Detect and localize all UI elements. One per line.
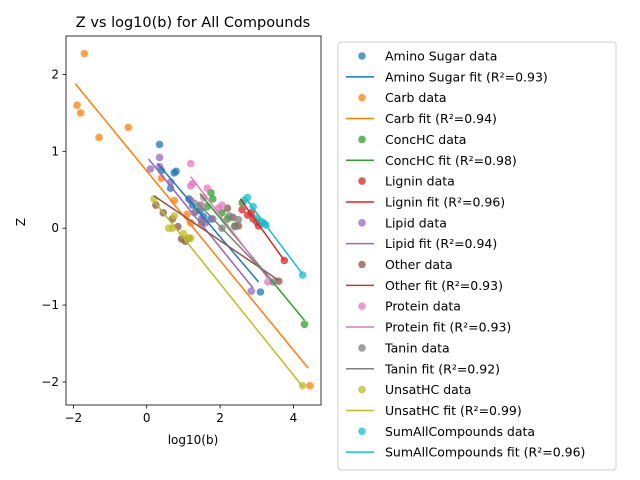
chart-title: Z vs log10(b) for All Compounds: [76, 15, 310, 31]
fit-line-0: [157, 163, 260, 283]
data-point: [172, 167, 180, 176]
x-tick-label: 4: [290, 411, 298, 425]
fit-line-4: [147, 158, 254, 289]
legend-entry-fit: Protein fit (R²=0.93): [385, 320, 511, 335]
legend-entry-data: Tanin data: [384, 340, 450, 355]
y-tick-label: −2: [41, 375, 59, 389]
data-point: [186, 219, 195, 227]
legend-marker: [358, 260, 366, 269]
legend-entry-fit: Carb fit (R²=0.94): [385, 111, 497, 126]
data-point: [95, 133, 103, 142]
y-tick-label: −1: [41, 298, 59, 312]
legend-marker: [358, 93, 366, 102]
legend-marker: [358, 302, 366, 311]
legend-entry-data: Carb data: [385, 90, 447, 105]
legend-entry-fit: UnsatHC fit (R²=0.99): [385, 403, 522, 418]
legend: Amino Sugar data Amino Sugar fit (R²=0.93…: [337, 41, 617, 471]
legend-entry-fit: Amino Sugar fit (R²=0.93): [385, 69, 548, 84]
legend-marker: [358, 385, 366, 394]
series-1-points: [73, 49, 314, 390]
x-tick-label: 0: [143, 411, 151, 425]
data-point: [208, 195, 217, 203]
data-point: [80, 49, 89, 58]
data-point: [124, 123, 133, 132]
legend-entry-data: Protein data: [385, 299, 461, 314]
data-point: [155, 153, 164, 162]
data-point: [225, 212, 234, 220]
data-point: [256, 288, 265, 296]
legend-entry-fit: Lignin fit (R²=0.96): [385, 194, 505, 209]
data-point: [264, 278, 272, 286]
data-point: [230, 222, 239, 231]
x-tick-label: 2: [216, 411, 224, 425]
data-point: [186, 159, 195, 168]
fit-line-9: [243, 195, 304, 275]
data-point: [234, 215, 243, 224]
data-point: [238, 205, 246, 214]
data-point: [306, 381, 314, 390]
legend-entry-data: Lipid data: [385, 215, 447, 230]
plot-marks: [73, 49, 314, 390]
y-axis-label: Z: [14, 218, 28, 226]
legend-frame: [337, 41, 617, 471]
data-point: [155, 140, 164, 149]
legend-marker: [358, 427, 366, 436]
legend-marker: [358, 344, 366, 352]
data-point: [186, 182, 195, 190]
legend-entry-data: SumAllCompounds data: [385, 424, 535, 439]
legend-marker: [358, 177, 366, 185]
fit-line-6: [190, 176, 269, 279]
series-8-points: [150, 195, 307, 390]
y-tick-label: 0: [51, 221, 59, 235]
data-point: [192, 207, 201, 216]
legend-entry-data: Lignin data: [385, 174, 455, 189]
data-point: [298, 271, 307, 279]
data-point: [300, 320, 309, 329]
legend-marker: [358, 219, 366, 227]
data-point: [76, 109, 85, 117]
legend-entry-fit: ConcHC fit (R²=0.98): [385, 153, 517, 168]
data-point: [73, 101, 81, 109]
legend-entry-fit: SumAllCompounds fit (R²=0.96): [385, 445, 585, 460]
plot-area: −2 0 2 4 −2 −1 0 1 2: [41, 35, 322, 425]
data-point: [247, 287, 256, 296]
legend-marker: [358, 135, 366, 144]
legend-entry-fit: Tanin fit (R²=0.92): [384, 361, 500, 376]
legend-entry-data: ConcHC data: [385, 132, 466, 147]
data-point: [186, 234, 195, 242]
legend-entry-data: UnsatHC data: [385, 382, 471, 397]
fit-line-7: [193, 199, 276, 285]
y-tick-label: 1: [51, 144, 59, 158]
series-9-points: [240, 193, 307, 279]
data-point: [170, 212, 179, 220]
fit-line-1: [74, 83, 309, 369]
legend-entry-data: Amino Sugar data: [385, 49, 497, 64]
legend-entry-fit: Lipid fit (R²=0.94): [385, 236, 497, 251]
axes-frame: [65, 35, 322, 406]
legend-entry-data: Other data: [385, 257, 453, 272]
x-tick-label: −2: [64, 411, 82, 425]
data-point: [203, 184, 212, 193]
fit-line-3: [239, 198, 285, 261]
fit-line-8: [153, 200, 304, 388]
legend-marker: [358, 52, 366, 60]
data-point: [197, 218, 206, 226]
data-point: [166, 184, 175, 193]
data-point: [197, 201, 206, 209]
data-point: [186, 196, 195, 205]
data-point: [146, 165, 155, 173]
x-axis-label: log10(b): [168, 433, 219, 447]
y-tick-label: 2: [51, 67, 59, 81]
legend-entry-fit: Other fit (R²=0.93): [385, 278, 503, 293]
